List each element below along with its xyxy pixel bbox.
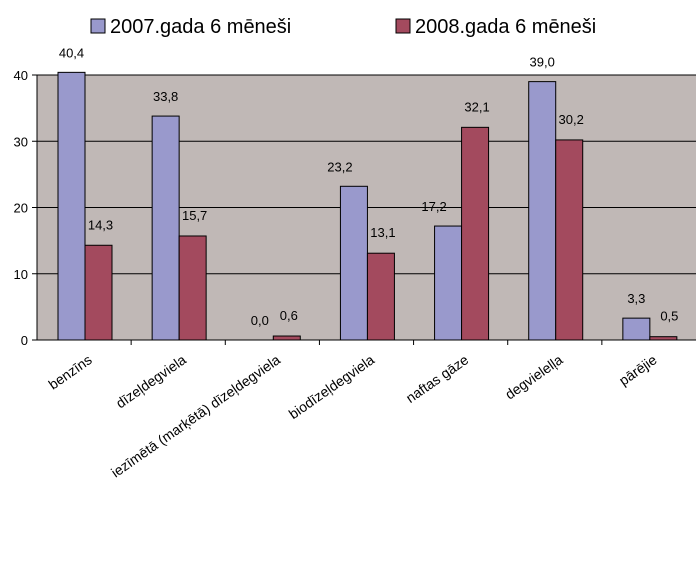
legend-item-2007: 2007.gada 6 mēneši xyxy=(90,16,291,38)
bar-2008 xyxy=(272,335,301,341)
data-label-2008: 30,2 xyxy=(559,112,584,127)
data-label-2008: 15,7 xyxy=(182,208,207,223)
data-label-2007: 3,3 xyxy=(627,291,645,306)
bar-2007 xyxy=(339,185,368,341)
bar-2007 xyxy=(57,71,86,341)
data-label-2008: 32,1 xyxy=(464,99,489,114)
y-tick-label: 20 xyxy=(14,201,28,216)
data-label-2008: 13,1 xyxy=(370,225,395,240)
y-tick-label: 30 xyxy=(14,134,28,149)
bar-2008 xyxy=(178,235,207,341)
data-label-2008: 0,5 xyxy=(660,309,678,324)
data-label-2007: 40,4 xyxy=(59,45,84,60)
data-label-2008: 0,6 xyxy=(280,308,298,323)
y-tick-label: 0 xyxy=(21,333,28,348)
data-label-2007: 33,8 xyxy=(153,89,178,104)
legend-label-2008: 2008.gada 6 mēneši xyxy=(415,16,596,38)
bar-2007 xyxy=(622,317,651,341)
bar-2008 xyxy=(649,336,678,341)
legend: 2007.gada 6 mēneši 2008.gada 6 mēneši xyxy=(90,16,596,38)
bar-2007 xyxy=(528,81,557,341)
data-label-2007: 17,2 xyxy=(421,199,446,214)
y-axis-ticks: 0 10 20 30 40 xyxy=(14,68,37,348)
data-labels: 40,4 14,3 33,8 15,7 0,0 0,6 23,2 13,1 17,2 32,1 39… xyxy=(59,45,679,328)
data-label-2008: 14,3 xyxy=(88,217,113,232)
bar-2008 xyxy=(555,139,584,341)
bars xyxy=(57,71,678,341)
y-tick-label: 10 xyxy=(14,267,28,282)
bar-2007 xyxy=(434,225,463,341)
bar-2008 xyxy=(84,244,113,341)
bar-2008 xyxy=(461,126,490,341)
y-tick-label: 40 xyxy=(14,68,28,83)
data-label-2007: 0,0 xyxy=(251,313,269,328)
x-axis-ticks xyxy=(130,340,603,345)
bar-2008 xyxy=(366,252,395,341)
data-label-2007: 23,2 xyxy=(327,159,352,174)
legend-item-2008: 2008.gada 6 mēneši xyxy=(395,16,596,38)
bar-2007 xyxy=(151,115,180,341)
legend-swatch-2008 xyxy=(395,18,411,34)
legend-label-2007: 2007.gada 6 mēneši xyxy=(110,16,291,38)
legend-swatch-2007 xyxy=(90,18,106,34)
data-label-2007: 39,0 xyxy=(530,55,555,70)
